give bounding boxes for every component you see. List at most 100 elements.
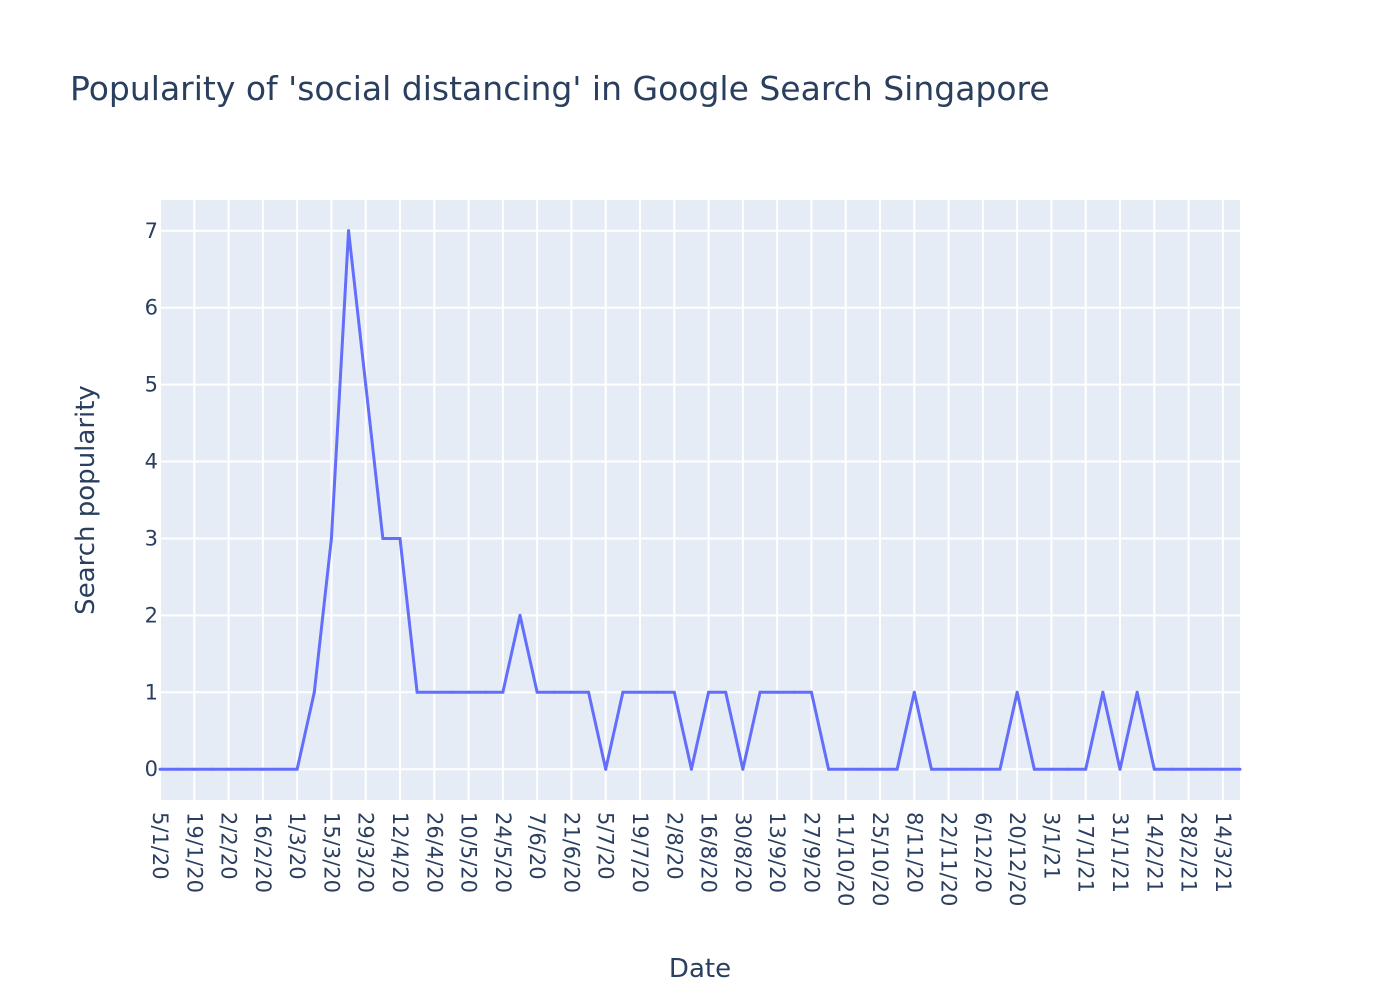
data-point [244, 767, 248, 771]
x-tick-label: 7/6/20 [525, 812, 549, 880]
data-point [981, 767, 985, 771]
data-point [192, 767, 196, 771]
data-point [878, 767, 882, 771]
data-point [638, 690, 642, 694]
data-point [329, 536, 333, 540]
x-tick-label: 5/1/20 [148, 812, 172, 880]
x-tick-label: 2/8/20 [662, 812, 686, 880]
data-point [895, 767, 899, 771]
data-point [347, 229, 351, 233]
chart-title: Popularity of 'social distancing' in Goo… [70, 69, 1050, 108]
data-point [1187, 767, 1191, 771]
y-tick-label: 7 [145, 219, 158, 243]
data-point [929, 767, 933, 771]
y-tick-label: 4 [145, 450, 158, 474]
plot-background [160, 200, 1240, 800]
x-tick-label: 13/9/20 [765, 812, 789, 893]
x-tick-label: 14/3/21 [1211, 812, 1235, 893]
data-point [809, 690, 813, 694]
y-tick-label: 1 [145, 680, 158, 704]
data-point [1118, 767, 1122, 771]
data-point [261, 767, 265, 771]
x-tick-label: 2/2/20 [217, 812, 241, 880]
data-point [792, 690, 796, 694]
data-point [741, 767, 745, 771]
data-point [912, 690, 916, 694]
x-tick-label: 26/4/20 [422, 812, 446, 893]
data-point [587, 690, 591, 694]
x-axis-title: Date [669, 954, 731, 984]
data-point [1238, 767, 1242, 771]
data-point [535, 690, 539, 694]
x-tick-label: 28/2/21 [1177, 812, 1201, 893]
x-tick-label: 5/7/20 [594, 812, 618, 880]
x-tick-label: 17/1/21 [1074, 812, 1098, 893]
data-point [724, 690, 728, 694]
data-point [432, 690, 436, 694]
data-point [467, 690, 471, 694]
x-tick-label: 25/10/20 [868, 812, 892, 906]
x-tick-label: 20/12/20 [1005, 812, 1029, 906]
data-point [1221, 767, 1225, 771]
y-tick-label: 6 [145, 296, 158, 320]
y-gridlines [160, 229, 1240, 771]
data-point [278, 767, 282, 771]
x-tick-label: 3/1/21 [1039, 812, 1063, 880]
data-point [1067, 767, 1071, 771]
data-point [947, 767, 951, 771]
x-tick-label: 12/4/20 [388, 812, 412, 893]
data-point [1152, 767, 1156, 771]
data-point [604, 767, 608, 771]
data-point [158, 767, 162, 771]
x-tick-label: 21/6/20 [559, 812, 583, 893]
x-tick-label: 22/11/20 [937, 812, 961, 906]
x-tick-label: 19/1/20 [182, 812, 206, 893]
series-line [160, 229, 1240, 771]
data-point [227, 767, 231, 771]
x-tick-label: 27/9/20 [799, 812, 823, 893]
x-tick-label: 8/11/20 [902, 812, 926, 893]
x-tick-label: 15/3/20 [319, 812, 343, 893]
x-tick-label: 24/5/20 [491, 812, 515, 893]
data-point [758, 690, 762, 694]
y-tick-label: 3 [145, 526, 158, 550]
x-tick-label: 1/3/20 [285, 812, 309, 880]
data-point [964, 767, 968, 771]
x-tick-label: 6/12/20 [971, 812, 995, 893]
data-point [569, 690, 573, 694]
data-point [998, 767, 1002, 771]
data-point [381, 536, 385, 540]
y-tick-labels: 0 1 2 3 4 5 6 7 [145, 219, 158, 781]
y-tick-label: 0 [145, 757, 158, 781]
x-tick-label: 10/5/20 [457, 812, 481, 893]
data-point [689, 767, 693, 771]
x-tick-label: 16/2/20 [251, 812, 275, 893]
data-point [552, 690, 556, 694]
data-point [621, 690, 625, 694]
data-point [775, 690, 779, 694]
data-point [312, 690, 316, 694]
data-point [1169, 767, 1173, 771]
x-tick-label: 16/8/20 [697, 812, 721, 893]
x-gridlines [159, 200, 1224, 800]
data-point [449, 690, 453, 694]
x-tick-labels: 5/1/20 19/1/20 2/2/20 16/2/20 1/3/20 15/3/20 2… [148, 812, 1235, 906]
x-tick-label: 31/1/21 [1108, 812, 1132, 893]
data-point [1135, 690, 1139, 694]
data-point [1101, 690, 1105, 694]
data-point [861, 767, 865, 771]
data-points [158, 229, 1242, 771]
x-tick-label: 11/10/20 [834, 812, 858, 906]
data-point [415, 690, 419, 694]
x-tick-label: 30/8/20 [731, 812, 755, 893]
data-point [1204, 767, 1208, 771]
y-tick-label: 5 [145, 373, 158, 397]
data-point [364, 383, 368, 387]
y-axis-title: Search popularity [71, 385, 101, 615]
data-point [1015, 690, 1019, 694]
y-tick-label: 2 [145, 603, 158, 627]
data-point [484, 690, 488, 694]
data-point [295, 767, 299, 771]
data-point [844, 767, 848, 771]
